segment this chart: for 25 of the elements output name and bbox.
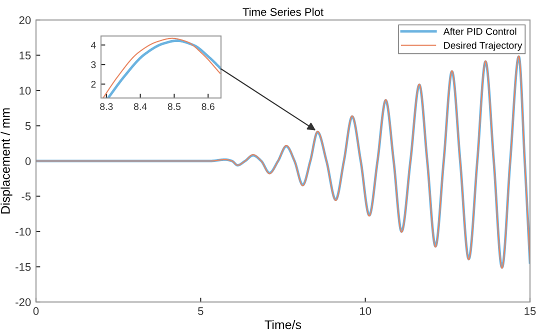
- y-tick-label: 15: [20, 52, 31, 60]
- legend-label: After PID Control: [443, 28, 516, 35]
- y-tick-label: 3: [91, 61, 96, 68]
- x-tick-label: 5: [198, 307, 204, 316]
- x-tick-label: 0: [33, 307, 39, 316]
- x-axis-title: Time/s: [264, 320, 302, 330]
- x-tick-label: 15: [524, 307, 536, 316]
- y-tick-label: 5: [25, 122, 31, 130]
- y-axis-title: Displacement / mm: [0, 108, 12, 214]
- x-tick-label: 8.4: [134, 103, 147, 110]
- y-tick-label: 20: [19, 16, 31, 24]
- y-tick-label: -20: [16, 298, 31, 306]
- y-tick-label: 4: [90, 42, 96, 49]
- x-tick-label: 8.5: [168, 103, 181, 110]
- x-tick-label: 10: [360, 307, 372, 316]
- x-tick-label: 8.6: [202, 103, 214, 110]
- y-tick-label: 2: [91, 80, 96, 88]
- y-tick-label: -15: [16, 263, 31, 271]
- y-tick-label: -10: [16, 228, 31, 236]
- y-tick-label: 10: [20, 86, 31, 95]
- legend-label: Desired Trajectory: [444, 42, 522, 51]
- y-tick-label: -5: [22, 192, 31, 200]
- x-tick-label: 8.3: [100, 103, 113, 110]
- chart-title: Time Series Plot: [242, 8, 324, 16]
- y-tick-label: 0: [25, 157, 31, 166]
